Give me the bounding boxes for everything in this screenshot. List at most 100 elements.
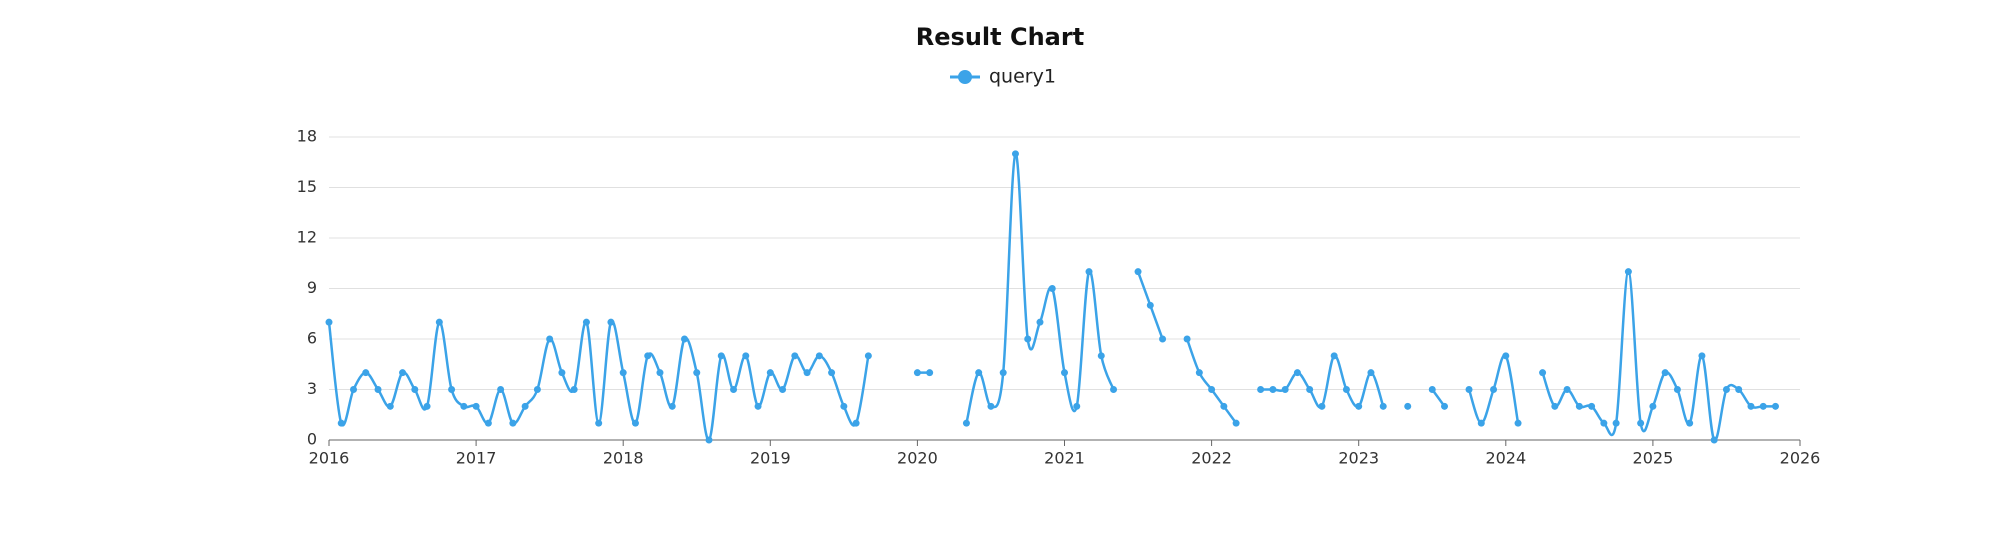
data-point: [1722, 386, 1730, 393]
data-point: [1563, 386, 1571, 393]
data-point: [411, 386, 419, 393]
data-point: [1759, 402, 1767, 410]
data-point: [1502, 352, 1510, 360]
data-point: [386, 402, 394, 410]
data-point: [1073, 402, 1081, 410]
data-point: [803, 369, 811, 377]
data-point: [1747, 402, 1755, 410]
x-tick-label: 2019: [750, 449, 791, 468]
x-tick-label: 2016: [309, 449, 350, 468]
data-point: [1183, 335, 1191, 343]
data-point: [1624, 268, 1632, 276]
y-tick-label: 15: [297, 177, 317, 196]
data-point: [864, 352, 872, 360]
data-point: [1257, 386, 1265, 393]
data-point: [374, 386, 382, 393]
data-point: [570, 386, 578, 393]
data-point: [484, 419, 492, 427]
data-point: [631, 419, 639, 427]
x-tick-label: 2021: [1044, 449, 1085, 468]
data-point: [1771, 402, 1779, 410]
data-point: [705, 436, 713, 444]
data-point: [399, 369, 407, 377]
data-point: [1318, 402, 1326, 410]
data-point: [1024, 335, 1032, 343]
data-point: [1673, 386, 1681, 393]
data-point: [644, 352, 652, 360]
data-point: [607, 318, 615, 326]
data-point: [791, 352, 799, 360]
data-point: [1379, 402, 1387, 410]
data-point: [815, 352, 823, 360]
x-tick-label: 2018: [603, 449, 644, 468]
data-point: [717, 352, 725, 360]
data-point: [693, 369, 701, 377]
data-point: [1061, 369, 1068, 377]
data-point: [1048, 285, 1056, 292]
data-point: [1134, 268, 1142, 276]
data-point: [1195, 369, 1203, 377]
data-point: [1269, 386, 1277, 393]
series-line: [327, 152, 1776, 442]
data-point: [840, 402, 848, 410]
data-point: [435, 318, 443, 326]
data-point: [325, 318, 333, 326]
data-point: [742, 352, 750, 360]
data-point: [1306, 386, 1314, 393]
data-point: [521, 402, 529, 410]
x-tick-label: 2026: [1780, 449, 1821, 468]
data-point: [1649, 402, 1657, 410]
x-tick-label: 2025: [1633, 449, 1674, 468]
data-point: [1342, 386, 1350, 393]
data-point: [1698, 352, 1706, 360]
data-point: [926, 369, 934, 377]
data-point: [1710, 436, 1718, 444]
data-point: [1110, 386, 1118, 393]
data-point: [1588, 402, 1596, 410]
data-point: [730, 386, 738, 393]
data-point: [1208, 386, 1216, 393]
data-point: [779, 386, 787, 393]
data-point: [1011, 150, 1019, 158]
y-tick-label: 3: [307, 379, 317, 398]
data-point: [362, 369, 370, 377]
data-point: [987, 402, 995, 410]
data-point: [1220, 402, 1228, 410]
data-point: [1637, 419, 1645, 427]
data-point: [1232, 419, 1240, 427]
x-tick-label: 2020: [897, 449, 938, 468]
data-point: [1097, 352, 1105, 360]
data-point: [497, 386, 505, 393]
data-point: [546, 335, 554, 343]
y-tick-label: 0: [307, 430, 317, 449]
data-point: [1355, 402, 1363, 410]
data-point: [668, 402, 676, 410]
data-point: [558, 369, 566, 377]
data-point: [1490, 386, 1498, 393]
x-tick-label: 2024: [1485, 449, 1526, 468]
data-point: [1735, 386, 1743, 393]
legend-label: query1: [989, 66, 1056, 88]
data-point: [350, 386, 358, 393]
y-tick-label: 12: [297, 228, 317, 247]
data-point: [1036, 318, 1044, 326]
x-tick-label: 2023: [1338, 449, 1379, 468]
data-point: [1330, 352, 1338, 360]
data-point: [1465, 386, 1473, 393]
data-point: [1477, 419, 1485, 427]
data-point: [1404, 402, 1412, 410]
data-point: [423, 402, 431, 410]
data-point: [1428, 386, 1436, 393]
data-point: [766, 369, 774, 377]
data-point: [448, 386, 456, 393]
data-point: [975, 369, 983, 377]
data-point: [1612, 419, 1620, 427]
y-tick-label: 18: [297, 127, 317, 146]
data-point: [1686, 419, 1694, 427]
data-point: [1085, 268, 1093, 276]
data-point: [754, 402, 762, 410]
x-tick-label: 2022: [1191, 449, 1232, 468]
data-point: [1159, 335, 1167, 343]
data-point: [1575, 402, 1583, 410]
